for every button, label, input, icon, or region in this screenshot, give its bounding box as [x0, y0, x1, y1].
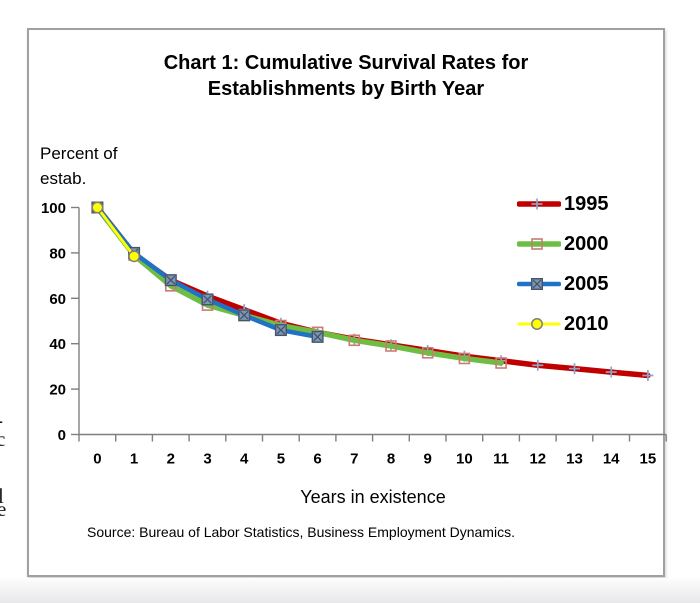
- left-edge-text-fragment: e: [0, 497, 7, 521]
- legend-line-marker-icon: [516, 235, 562, 253]
- left-edge-text-fragment: -: [0, 410, 3, 431]
- y-axis-title-line2: estab.: [40, 169, 87, 188]
- legend: 1995 2000 2005 2010: [516, 192, 609, 352]
- y-axis-title: Percent of estab.: [40, 141, 118, 191]
- legend-label: 2000: [564, 232, 609, 255]
- chart-title-line2: Establishments by Birth Year: [207, 78, 485, 100]
- y-axis-title-line1: Percent of: [40, 144, 118, 163]
- x-axis-title: Years in existence: [300, 487, 446, 507]
- chart-title-line1: Chart 1: Cumulative Survival Rates for: [163, 52, 529, 74]
- legend-line-marker-icon: [516, 275, 562, 293]
- legend-line-marker-icon: [517, 315, 561, 333]
- chart-title: Chart 1: Cumulative Survival Rates for E…: [29, 50, 663, 102]
- legend-label: 1995: [564, 192, 609, 215]
- legend-item-2005: 2005: [516, 272, 609, 296]
- source-note: Source: Bureau of Labor Statistics, Busi…: [87, 524, 515, 540]
- legend-label: 2005: [564, 272, 609, 295]
- left-edge-text-fragment: c: [0, 427, 6, 451]
- legend-item-1995: 1995: [516, 192, 609, 216]
- legend-label: 2010: [564, 312, 609, 335]
- page-bottom-gradient: [0, 578, 700, 603]
- legend-item-2010: 2010: [517, 312, 609, 336]
- left-edge-text-fragment: l: [0, 484, 4, 508]
- legend-item-2000: 2000: [516, 232, 609, 256]
- legend-line-marker-icon: [516, 195, 562, 213]
